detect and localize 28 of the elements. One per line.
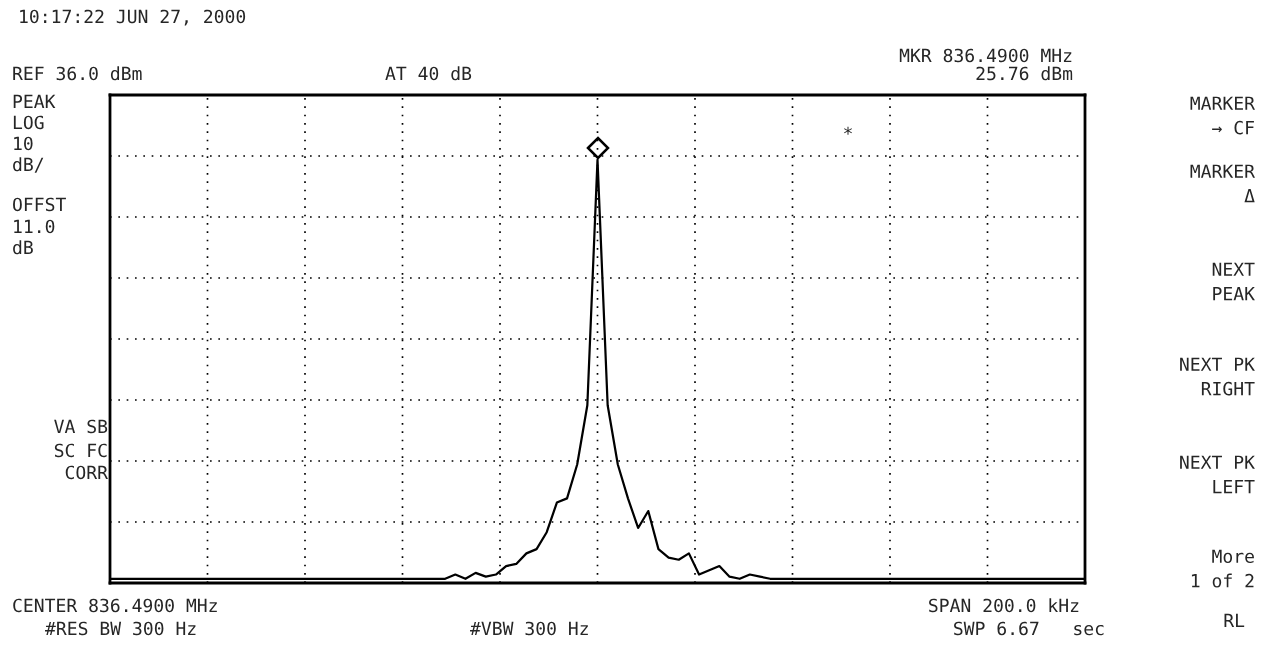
text: LOG — [13, 115, 44, 130]
text: RL — [1224, 613, 1245, 628]
text: SPAN 200.0 kHz — [929, 598, 1079, 613]
chart-title: 10:17:22 JUN 27, 2000 — [20, 9, 246, 26]
text: CENTER 836.4900 MHz — [13, 598, 217, 613]
text: * — [844, 126, 852, 135]
text: PEAK — [13, 94, 56, 109]
text: NEXT PEAK — [1212, 262, 1255, 301]
text: #RES BW 300 Hz — [45, 621, 196, 636]
text: AT 40 dB — [385, 66, 472, 81]
text: SC FC — [54, 443, 107, 458]
text: VA SB — [54, 419, 108, 434]
text: 11.0 — [14, 219, 55, 234]
text: More 1 of 2 — [1191, 549, 1254, 588]
text: #VBW 300 Hz — [470, 621, 588, 636]
text: NEXT PK LEFT — [1180, 455, 1255, 494]
text: dB/ — [13, 157, 44, 173]
text: MKR 836.4900 MHz — [899, 48, 1072, 63]
text: REF 36.0 dBm — [13, 66, 142, 81]
text: MARKER → CF — [1190, 96, 1255, 135]
text: NEXT PK RIGHT — [1180, 357, 1255, 396]
text: 25.76 dBm — [976, 66, 1073, 81]
text: CORR — [65, 465, 108, 480]
text: dB — [13, 240, 33, 255]
text: OFFST — [13, 197, 66, 212]
text: 10 — [14, 136, 33, 151]
text: SWP 6.67 sec — [954, 621, 1104, 636]
text: MARKER Δ — [1190, 164, 1255, 203]
